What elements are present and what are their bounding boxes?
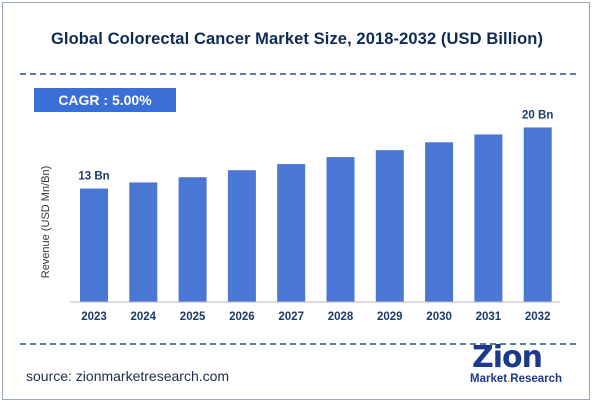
title-divider bbox=[20, 73, 576, 75]
footer-divider bbox=[20, 343, 576, 345]
chart-title: Global Colorectal Cancer Market Size, 20… bbox=[50, 30, 544, 48]
logo-sub-dot: . bbox=[507, 373, 511, 385]
bar-2030 bbox=[425, 142, 454, 302]
bar-2026 bbox=[227, 170, 256, 302]
logo-sub-market: Market bbox=[470, 373, 508, 385]
x-tick-2026: 2026 bbox=[229, 311, 255, 323]
source-text: source: zionmarketresearch.com bbox=[26, 368, 230, 384]
logo-sub-research: Research bbox=[510, 373, 563, 385]
data-label-2032: 20 Bn bbox=[522, 109, 553, 121]
bar-2025 bbox=[178, 177, 207, 302]
logo-subtext: Market.Research bbox=[470, 373, 562, 385]
x-tick-2032: 2032 bbox=[525, 311, 551, 323]
x-tick-2023: 2023 bbox=[81, 311, 107, 323]
y-axis-label: Revenue (USD Mn/Bn) bbox=[40, 166, 52, 279]
x-tick-2030: 2030 bbox=[426, 311, 452, 323]
bar-2028 bbox=[326, 157, 355, 302]
x-tick-2029: 2029 bbox=[377, 311, 403, 323]
bar-2031 bbox=[474, 134, 503, 302]
bar-2024 bbox=[129, 182, 158, 302]
logo-wordmark: Zion bbox=[472, 340, 543, 375]
x-tick-2031: 2031 bbox=[476, 311, 502, 323]
bar-2029 bbox=[375, 150, 404, 302]
zion-logo: Zion Market.Research bbox=[466, 341, 566, 393]
bars-group bbox=[80, 127, 552, 302]
bar-2027 bbox=[277, 164, 306, 302]
x-tick-2025: 2025 bbox=[180, 311, 206, 323]
x-tick-labels: 2023 2024 2025 2026 2027 2028 2029 2030 2031 2032 bbox=[81, 311, 550, 323]
x-tick-2028: 2028 bbox=[328, 311, 354, 323]
bar-2023 bbox=[80, 188, 108, 302]
data-label-2023: 13 Bn bbox=[78, 171, 109, 183]
data-labels: 13 Bn 20 Bn bbox=[78, 109, 553, 182]
bar-2032 bbox=[523, 127, 552, 302]
cagr-badge: CAGR : 5.00% bbox=[34, 88, 176, 112]
x-tick-2024: 2024 bbox=[131, 311, 157, 323]
x-tick-2027: 2027 bbox=[278, 311, 304, 323]
